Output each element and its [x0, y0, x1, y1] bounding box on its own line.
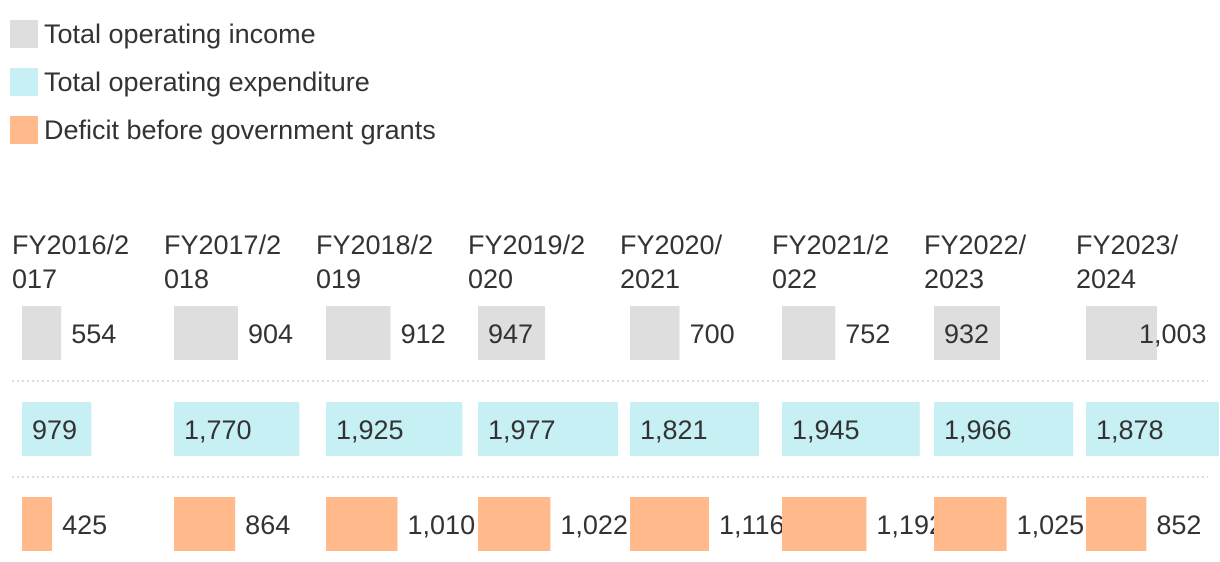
bar — [782, 497, 867, 551]
bar — [478, 497, 551, 551]
bar — [782, 402, 920, 456]
legend-item-expenditure: Total operating expenditure — [10, 58, 436, 106]
value-label: 1,025 — [1017, 510, 1085, 540]
value-label: 1,945 — [792, 415, 860, 445]
value-label: 932 — [944, 319, 989, 349]
bar — [630, 402, 759, 456]
bar — [22, 306, 62, 360]
bar — [174, 402, 300, 456]
value-label: 904 — [248, 319, 293, 349]
value-label: 1,821 — [640, 415, 708, 445]
column-header-line: 018 — [164, 264, 209, 294]
bar — [22, 402, 92, 456]
value-label: 1,966 — [944, 415, 1012, 445]
bar — [782, 306, 836, 360]
value-label: 1,010 — [408, 510, 476, 540]
column-header-line: 017 — [12, 264, 57, 294]
value-label: 1,116 — [719, 510, 785, 540]
bar — [478, 402, 618, 456]
value-label: 947 — [488, 319, 533, 349]
value-label: 864 — [245, 510, 290, 540]
value-label: 1,878 — [1096, 415, 1164, 445]
value-label: 700 — [690, 319, 735, 349]
column-header-line: FY2020/ — [620, 230, 723, 260]
legend: Total operating income Total operating e… — [10, 10, 436, 154]
value-label: 425 — [62, 510, 107, 540]
bar — [326, 402, 463, 456]
column-header-line: 019 — [316, 264, 361, 294]
bar — [326, 306, 391, 360]
value-label: 979 — [32, 415, 77, 445]
column-header-line: FY2016/2 — [12, 230, 129, 260]
bar — [174, 497, 236, 551]
value-label: 1,022 — [560, 510, 628, 540]
column-header-line: 020 — [468, 264, 513, 294]
bar — [630, 497, 710, 551]
legend-label-expenditure: Total operating expenditure — [44, 66, 370, 97]
bar — [934, 497, 1007, 551]
legend-item-deficit: Deficit before government grants — [10, 106, 436, 154]
column-header-line: FY2017/2 — [164, 230, 281, 260]
value-label: 1,977 — [488, 415, 556, 445]
legend-label-deficit: Deficit before government grants — [44, 114, 436, 145]
column-header-line: 2024 — [1076, 264, 1136, 294]
legend-swatch-deficit — [10, 116, 38, 144]
bar — [1086, 306, 1158, 360]
bar — [630, 306, 680, 360]
value-label: 1,003 — [1139, 319, 1207, 349]
column-header-line: FY2021/2 — [772, 230, 889, 260]
column-header-line: 2023 — [924, 264, 984, 294]
column-header-line: FY2023/ — [1076, 230, 1179, 260]
legend-swatch-income — [10, 20, 38, 48]
value-label: 554 — [71, 319, 116, 349]
value-label: 852 — [1156, 510, 1201, 540]
bar — [1086, 497, 1147, 551]
bar — [326, 497, 398, 551]
legend-label-income: Total operating income — [44, 18, 316, 49]
column-header-line: FY2022/ — [924, 230, 1027, 260]
legend-swatch-expenditure — [10, 68, 38, 96]
value-label: 1,192 — [876, 510, 944, 540]
value-label: 1,770 — [184, 415, 252, 445]
column-header-line: 2021 — [620, 264, 680, 294]
bar — [934, 402, 1074, 456]
value-label: 1,925 — [336, 415, 404, 445]
column-header-line: FY2018/2 — [316, 230, 433, 260]
bar — [1086, 402, 1219, 456]
bar — [934, 306, 1000, 360]
bar — [22, 497, 53, 551]
value-label: 752 — [845, 319, 890, 349]
value-label: 912 — [401, 319, 446, 349]
bar — [174, 306, 239, 360]
legend-item-income: Total operating income — [10, 10, 436, 58]
bar — [478, 306, 546, 360]
column-header-line: FY2019/2 — [468, 230, 585, 260]
column-header-line: 022 — [772, 264, 817, 294]
